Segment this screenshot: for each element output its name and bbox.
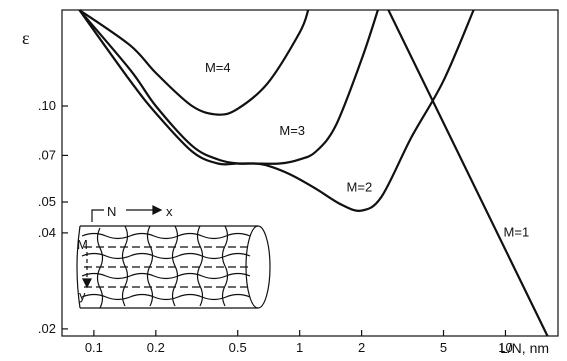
x-tick-label: 0.5 xyxy=(229,340,247,355)
lattice-vertical-line xyxy=(121,225,129,307)
y-tick-label: .05 xyxy=(38,194,56,209)
y-axis-label: ε xyxy=(22,28,30,48)
y-arrowhead xyxy=(82,278,92,289)
curve-m-1 xyxy=(387,9,549,337)
x-arrowhead xyxy=(152,205,163,215)
curve-m-3 xyxy=(78,9,379,165)
lattice-vertical-line xyxy=(221,225,229,307)
x-tick-label: 0.1 xyxy=(85,340,103,355)
curve-label-m-1: M=1 xyxy=(504,224,530,239)
y-tick-label: .02 xyxy=(38,321,56,336)
y-tick-label: .07 xyxy=(38,147,56,162)
lattice-wavy-line xyxy=(81,252,251,260)
x-tick-label: 1 xyxy=(296,340,303,355)
inset-label-x: x xyxy=(166,204,173,219)
curve-label-m-4: M=4 xyxy=(205,60,231,75)
cylinder-right-end xyxy=(245,225,271,309)
y-tick-label: .04 xyxy=(38,225,56,240)
plot-frame xyxy=(61,9,559,337)
x-tick-label: 5 xyxy=(440,340,447,355)
lattice-wavy-line xyxy=(81,232,251,240)
x-tick-label: 2 xyxy=(358,340,365,355)
cylinder-inset xyxy=(76,205,271,309)
lattice-vertical-line xyxy=(146,225,154,307)
curves xyxy=(78,9,549,337)
curve-labels: M=4 M=3 M=2 M=1 xyxy=(205,60,529,240)
cylinder-left-end xyxy=(76,225,81,309)
x-tick-label: 0.2 xyxy=(147,340,165,355)
y-axis-ticks: .10 .07 .05 .04 .02 xyxy=(38,98,68,336)
curve-m-2 xyxy=(78,9,475,212)
curve-label-m-3: M=3 xyxy=(279,123,305,138)
lattice-vertical-line xyxy=(196,225,204,307)
lattice-vertical-line xyxy=(96,227,104,309)
x-axis-ticks: 0.1 0.2 0.5 1 2 5 10 xyxy=(85,330,513,355)
curve-label-m-2: M=2 xyxy=(347,179,373,194)
x-axis-label: L/N, nm xyxy=(500,340,549,356)
lattice-wavy-line xyxy=(81,272,251,280)
lattice-wavy-line xyxy=(81,293,251,301)
lattice-vertical-line xyxy=(171,225,179,307)
x-tick-label: 10 xyxy=(498,340,512,355)
inset-label-m: M xyxy=(77,237,88,252)
curve-m-4 xyxy=(78,9,310,116)
inset-label-y: y xyxy=(79,288,86,303)
inset-label-n: N xyxy=(107,204,116,219)
n-direction-bracket xyxy=(91,209,104,222)
y-tick-label: .10 xyxy=(38,98,56,113)
